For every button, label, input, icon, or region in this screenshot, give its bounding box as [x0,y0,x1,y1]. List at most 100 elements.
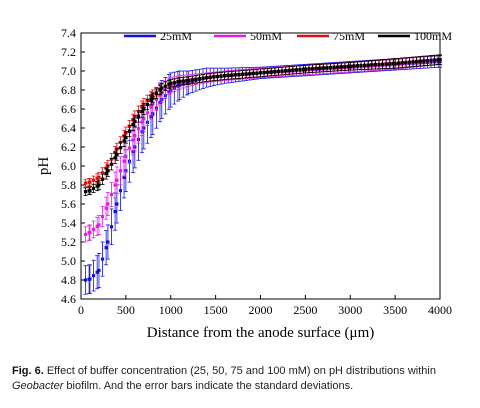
data-point [109,192,114,197]
data-point [226,73,230,78]
data-point [133,134,137,138]
legend-label: 75mM [333,29,365,43]
data-point [422,59,426,63]
y-axis-label: pH [36,157,52,176]
data-point [133,119,137,123]
data-point [318,66,322,70]
data-point [115,178,119,182]
data-point [122,175,126,179]
x-tick-label: 1000 [159,303,183,317]
data-point [325,66,329,70]
data-point [83,181,88,185]
data-point [436,58,440,62]
data-point [95,184,99,188]
data-point [303,67,307,71]
data-point [400,61,404,65]
legend-entry: 100mM [378,29,452,43]
data-point [298,67,302,72]
legend-label: 50mM [250,29,282,43]
x-tick-label: 1500 [204,303,228,317]
data-point [404,60,408,65]
data-point [113,210,117,214]
data-point [97,268,101,273]
data-point [194,77,198,81]
x-tick-label: 4000 [428,303,452,317]
data-point [363,63,367,67]
caption-text-part-2: biofilm. And the error bars indicate the… [63,380,354,392]
data-point [97,183,101,187]
ph-distribution-chart: 0 500 1000 1500 2000 2500 3000 3500 4000 4.6 4.8 5.… [36,26,452,341]
data-point [118,189,123,193]
y-tick-label: 6.2 [61,140,76,154]
data-point [88,277,92,281]
data-point [95,224,99,229]
y-tick-label: 5.4 [61,216,76,230]
y-tick-label: 6.6 [61,102,76,116]
data-point [266,70,270,74]
data-point [176,80,180,84]
legend-label: 100mM [414,29,452,43]
data-point [88,189,92,193]
data-point [97,223,101,227]
data-point [136,127,141,131]
data-point [280,69,284,73]
data-point [172,80,176,85]
legend-entry: 75mM [297,29,365,43]
y-tick-label: 7.2 [61,45,76,59]
data-point [100,171,105,175]
data-point [109,225,114,229]
figure-caption: Fig. 6. Effect of buffer concentration (… [12,364,472,394]
data-point [124,135,128,140]
y-tick-label: 5.2 [61,235,76,249]
data-point [273,70,277,74]
data-point [433,58,437,62]
data-point [118,146,123,150]
data-point [95,176,99,180]
data-point [377,62,381,67]
x-axis-label: Distance from the anode surface (μm) [147,325,375,341]
data-point [140,120,144,124]
data-point [100,257,105,261]
data-point [149,105,153,109]
data-point [237,73,241,77]
data-point [332,65,336,69]
data-point [91,274,96,278]
data-point [83,278,88,282]
data-point [122,159,126,163]
data-point [310,67,315,71]
data-point [328,65,333,70]
legend-entry: 50mM [214,29,282,43]
data-point [240,72,245,76]
data-point [359,63,363,68]
data-point [154,98,158,102]
data-point [127,129,132,133]
data-point [397,61,401,65]
data-point [145,102,150,107]
data-point [373,63,377,67]
y-tick-label: 4.6 [61,292,76,306]
x-tick-label: 2500 [293,303,317,317]
data-point [88,230,92,235]
data-point [208,75,212,79]
data-point [91,178,96,182]
data-point [149,98,153,102]
data-point [160,86,164,90]
data-point [115,202,119,206]
data-point [91,186,96,191]
data-point [230,73,234,77]
caption-organism: Geobacter [12,380,64,392]
data-point [388,62,392,66]
data-point [314,66,318,71]
data-point [104,206,108,210]
data-point [321,66,325,70]
data-point [136,114,141,119]
data-point [115,153,119,157]
data-point [233,73,237,77]
data-point [219,74,223,78]
data-point [411,60,415,64]
data-point [185,79,189,83]
data-point [212,75,216,79]
y-tick-label: 5.0 [61,254,76,268]
data-point [276,69,281,73]
data-point [142,107,146,111]
